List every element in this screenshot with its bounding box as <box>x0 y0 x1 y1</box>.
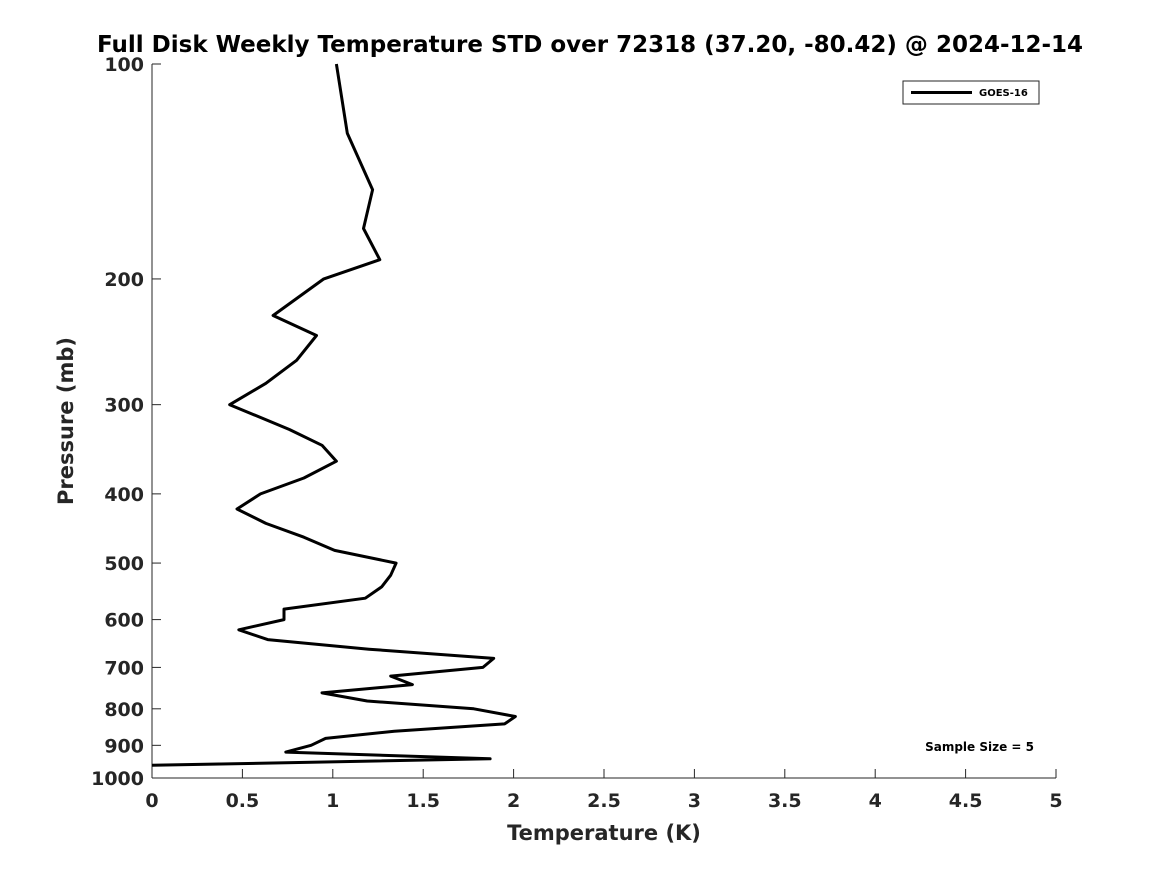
y-tick-label: 1000 <box>91 768 144 790</box>
y-tick-label: 400 <box>104 484 144 506</box>
y-tick-label: 900 <box>104 735 144 757</box>
y-tick-label: 200 <box>104 269 144 291</box>
x-tick-label: 5 <box>1049 790 1062 812</box>
x-axis-ticks: 0 0.5 1 1.5 2 2.5 3 3.5 4 4.5 5 <box>145 769 1063 812</box>
x-tick-label: 1.5 <box>406 790 440 812</box>
y-tick-label: 500 <box>104 553 144 575</box>
sample-size-annotation: Sample Size = 5 <box>925 740 1034 754</box>
y-tick-label: 600 <box>104 610 144 632</box>
y-axis-ticks: 100 200 300 400 500 600 700 800 900 1000 <box>91 54 161 790</box>
y-tick-label: 700 <box>104 657 144 679</box>
x-tick-label: 4 <box>869 790 882 812</box>
legend: GOES-16 <box>902 80 1040 105</box>
series-line-goes-16 <box>151 63 517 767</box>
x-tick-label: 4.5 <box>949 790 983 812</box>
x-tick-label: 2 <box>507 790 520 812</box>
x-tick-label: 0 <box>145 790 158 812</box>
x-tick-label: 3 <box>688 790 701 812</box>
legend-label-goes-16: GOES-16 <box>979 88 1028 99</box>
x-tick-label: 2.5 <box>587 790 621 812</box>
y-axis-label: Pressure (mb) <box>54 337 78 505</box>
y-tick-label: 100 <box>104 54 144 76</box>
x-tick-label: 3.5 <box>768 790 802 812</box>
y-tick-label: 800 <box>104 699 144 721</box>
x-axis-label: Temperature (K) <box>507 821 701 845</box>
x-tick-label: 0.5 <box>226 790 260 812</box>
x-tick-label: 1 <box>326 790 339 812</box>
chart-title: Full Disk Weekly Temperature STD over 72… <box>97 32 1083 58</box>
y-tick-label: 300 <box>104 395 144 417</box>
